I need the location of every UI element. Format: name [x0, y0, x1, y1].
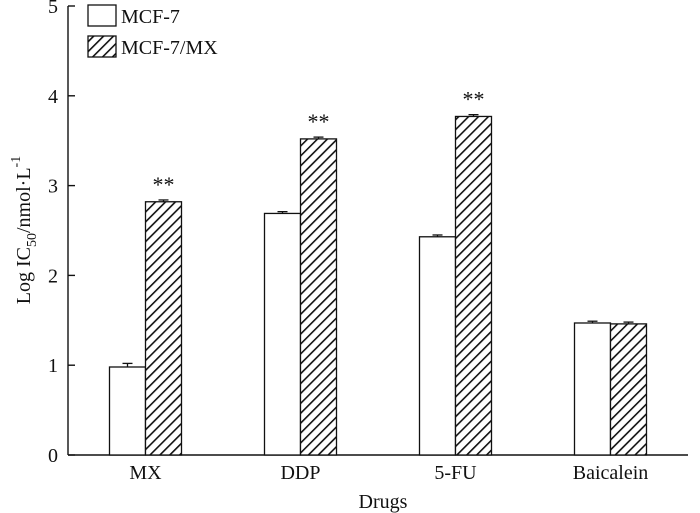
bar-mcf-7-mx [144, 201, 183, 456]
legend-item-mcf7-mx: MCF-7/MX [87, 35, 218, 59]
y-tick-label: 5 [48, 0, 58, 18]
bar-mcf-7 [573, 322, 612, 456]
legend: MCF-7 MCF-7/MX [87, 4, 218, 59]
y-tick-label: 4 [48, 86, 58, 108]
bar-mcf-7-mx [454, 115, 493, 456]
y-axis-title-prefix: Log IC [13, 247, 35, 304]
bar-mcf-7-mx [299, 138, 338, 456]
x-axis-ticks: MX DDP 5-FU Baicalein [129, 448, 648, 484]
x-tick-label: Baicalein [573, 462, 649, 484]
x-axis-title: Drugs [359, 491, 408, 513]
bar-mcf-7 [263, 212, 302, 456]
y-tick-label: 0 [48, 445, 58, 467]
y-tick-label: 1 [48, 355, 58, 377]
legend-swatch-mcf7-mx [87, 35, 117, 58]
y-axis-title-suffix: /nmol·L [13, 167, 35, 233]
bar-mcf-7 [418, 236, 457, 456]
significance-marker: ** [308, 109, 330, 134]
bar-mcf-7-mx [609, 323, 648, 456]
significance-annotations: ** ** ** [153, 87, 485, 197]
y-axis-title: Log IC50/nmol·L-1 [9, 156, 40, 304]
bar-mcf-7 [108, 366, 147, 456]
x-tick-label: DDP [280, 462, 320, 484]
legend-label-mcf7: MCF-7 [121, 6, 180, 28]
plot-area: 0 1 2 3 4 5 MX DDP 5-FU Baicalein ** ** ** [48, 0, 688, 484]
y-tick-label: 3 [48, 176, 58, 198]
legend-item-mcf7: MCF-7 [87, 4, 180, 28]
y-tick-label: 2 [48, 265, 58, 287]
significance-marker: ** [463, 87, 485, 112]
significance-marker: ** [153, 172, 175, 197]
y-axis-title-subscript: 50 [25, 233, 40, 247]
y-axis-title-superscript: -1 [9, 156, 24, 168]
bar-series-group [108, 114, 648, 456]
x-tick-label: 5-FU [434, 462, 477, 484]
y-axis-ticks: 0 1 2 3 4 5 [48, 0, 75, 467]
x-tick-label: MX [129, 462, 162, 484]
legend-swatch-mcf7 [87, 4, 117, 27]
legend-label-mcf7-mx: MCF-7/MX [121, 37, 218, 59]
